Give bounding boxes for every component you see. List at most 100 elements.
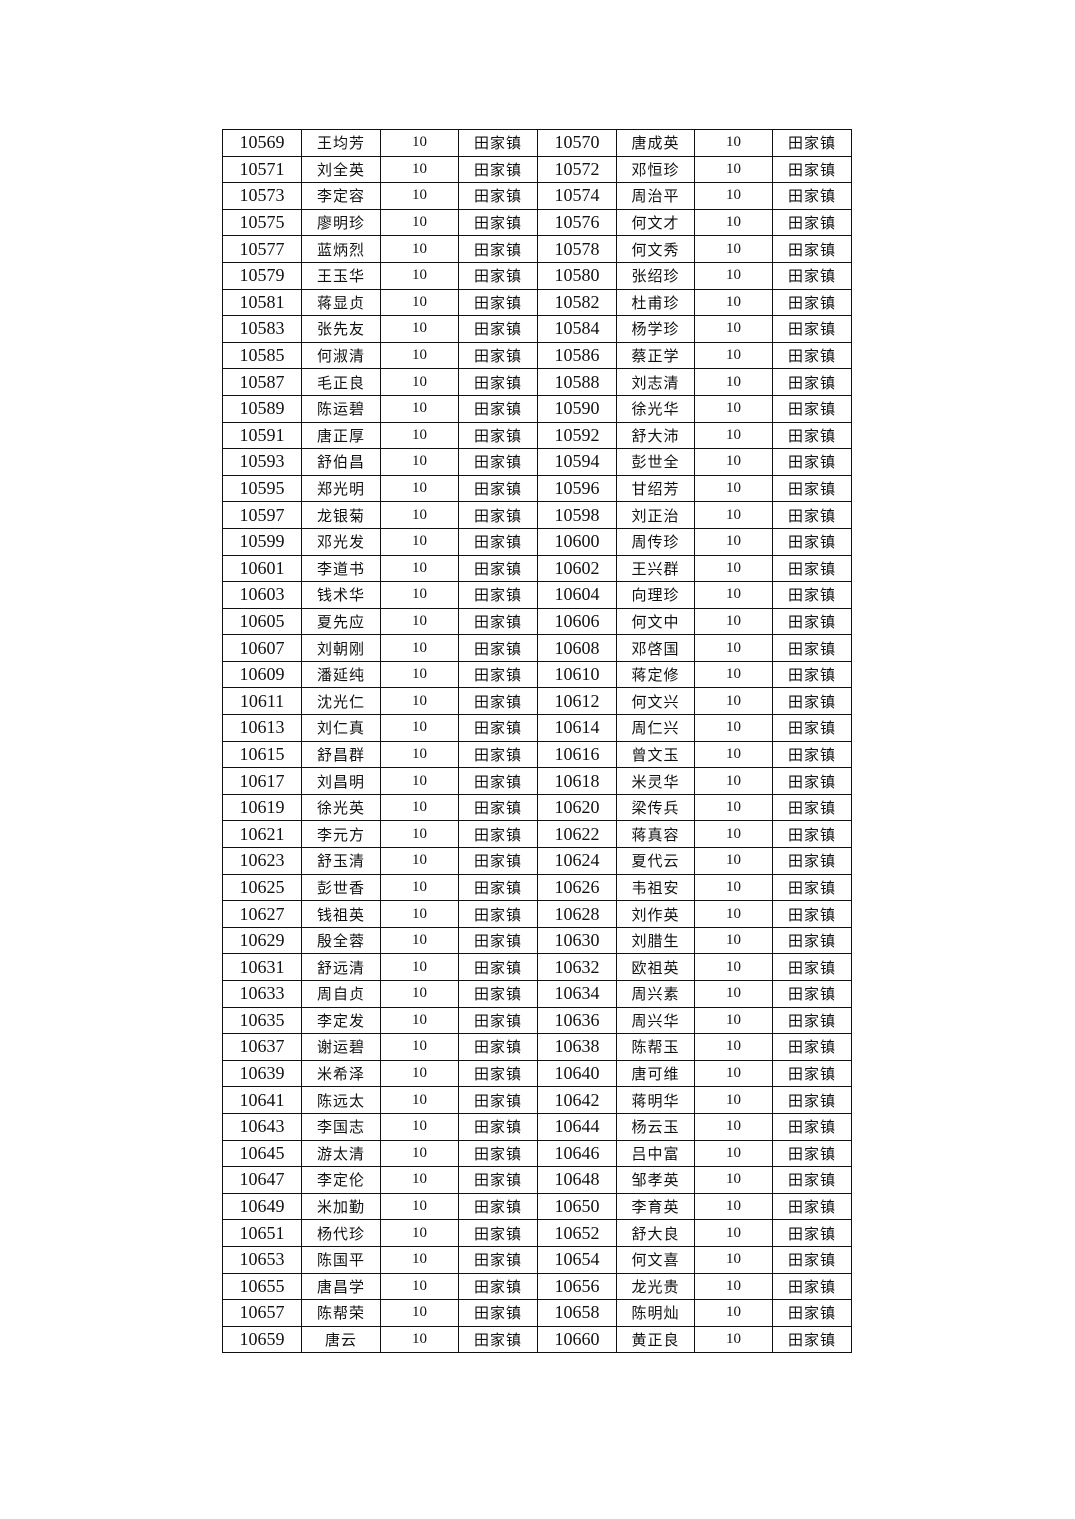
table-row: 10659 唐云 10 田家镇 10660 黄正良 10 田家镇 bbox=[222, 1325, 852, 1354]
amount-cell: 10 bbox=[694, 341, 773, 370]
amount-cell: 10 bbox=[380, 607, 459, 636]
person-name-cell: 毛正良 bbox=[301, 368, 381, 396]
amount-cell: 10 bbox=[380, 1219, 459, 1247]
record-id-cell: 10613 bbox=[222, 714, 302, 742]
table-row: 10593 舒伯昌 10 田家镇 10594 彭世全 10 田家镇 bbox=[222, 448, 852, 476]
record-id-cell: 10607 bbox=[222, 634, 302, 662]
person-name-cell: 邓恒珍 bbox=[616, 155, 695, 184]
amount-cell: 10 bbox=[380, 1086, 459, 1114]
town-name-cell: 田家镇 bbox=[772, 1166, 852, 1194]
amount-cell: 10 bbox=[694, 1325, 773, 1354]
amount-cell: 10 bbox=[380, 341, 459, 370]
town-name-cell: 田家镇 bbox=[458, 527, 538, 556]
town-name-cell: 田家镇 bbox=[458, 448, 538, 476]
table-row: 10613 刘仁真 10 田家镇 10614 周仁兴 10 田家镇 bbox=[222, 714, 852, 742]
record-id-cell: 10624 bbox=[537, 847, 617, 875]
town-name-cell: 田家镇 bbox=[772, 394, 852, 423]
table-row: 10623 舒玉清 10 田家镇 10624 夏代云 10 田家镇 bbox=[222, 847, 852, 875]
town-name-cell: 田家镇 bbox=[458, 687, 538, 716]
amount-cell: 10 bbox=[380, 368, 459, 396]
amount-cell: 10 bbox=[380, 1192, 459, 1221]
table-row: 10617 刘昌明 10 田家镇 10618 米灵华 10 田家镇 bbox=[222, 767, 852, 795]
town-name-cell: 田家镇 bbox=[772, 581, 852, 609]
amount-cell: 10 bbox=[380, 847, 459, 875]
person-name-cell: 郑光明 bbox=[301, 474, 381, 503]
amount-cell: 10 bbox=[380, 1112, 459, 1141]
table-row: 10605 夏先应 10 田家镇 10606 何文中 10 田家镇 bbox=[222, 607, 852, 636]
table-row: 10579 王玉华 10 田家镇 10580 张绍珍 10 田家镇 bbox=[222, 261, 852, 290]
person-name-cell: 米灵华 bbox=[616, 767, 695, 795]
town-name-cell: 田家镇 bbox=[772, 953, 852, 981]
person-name-cell: 龙银菊 bbox=[301, 501, 381, 529]
amount-cell: 10 bbox=[380, 660, 459, 689]
person-name-cell: 徐光英 bbox=[301, 793, 381, 822]
town-name-cell: 田家镇 bbox=[458, 182, 538, 210]
town-name-cell: 田家镇 bbox=[458, 900, 538, 928]
record-id-cell: 10657 bbox=[222, 1299, 302, 1327]
table-row: 10627 钱祖英 10 田家镇 10628 刘作英 10 田家镇 bbox=[222, 900, 852, 928]
table-row: 10571 刘全英 10 田家镇 10572 邓恒珍 10 田家镇 bbox=[222, 155, 852, 184]
person-name-cell: 何淑清 bbox=[301, 341, 381, 370]
record-id-cell: 10636 bbox=[537, 1006, 617, 1035]
record-id-cell: 10605 bbox=[222, 607, 302, 636]
amount-cell: 10 bbox=[694, 581, 773, 609]
town-name-cell: 田家镇 bbox=[458, 793, 538, 822]
person-name-cell: 刘作英 bbox=[616, 900, 695, 928]
amount-cell: 10 bbox=[380, 581, 459, 609]
record-id-cell: 10581 bbox=[222, 288, 302, 317]
town-name-cell: 田家镇 bbox=[458, 847, 538, 875]
town-name-cell: 田家镇 bbox=[772, 421, 852, 450]
amount-cell: 10 bbox=[694, 155, 773, 184]
person-name-cell: 米加勤 bbox=[301, 1192, 381, 1221]
person-name-cell: 王玉华 bbox=[301, 261, 381, 290]
record-id-cell: 10631 bbox=[222, 953, 302, 981]
table-row: 10573 李定容 10 田家镇 10574 周治平 10 田家镇 bbox=[222, 182, 852, 210]
amount-cell: 10 bbox=[694, 687, 773, 716]
amount-cell: 10 bbox=[380, 900, 459, 928]
town-name-cell: 田家镇 bbox=[772, 1139, 852, 1168]
table-row: 10641 陈远太 10 田家镇 10642 蒋明华 10 田家镇 bbox=[222, 1086, 852, 1114]
person-name-cell: 殷全蓉 bbox=[301, 926, 381, 955]
amount-cell: 10 bbox=[694, 793, 773, 822]
record-id-cell: 10646 bbox=[537, 1139, 617, 1168]
amount-cell: 10 bbox=[694, 394, 773, 423]
person-name-cell: 陈明灿 bbox=[616, 1299, 695, 1327]
town-name-cell: 田家镇 bbox=[772, 740, 852, 769]
town-name-cell: 田家镇 bbox=[458, 474, 538, 503]
person-name-cell: 李育英 bbox=[616, 1192, 695, 1221]
person-name-cell: 曾文玉 bbox=[616, 740, 695, 769]
town-name-cell: 田家镇 bbox=[772, 155, 852, 184]
town-name-cell: 田家镇 bbox=[458, 155, 538, 184]
record-id-cell: 10595 bbox=[222, 474, 302, 503]
amount-cell: 10 bbox=[694, 129, 773, 157]
amount-cell: 10 bbox=[694, 1192, 773, 1221]
town-name-cell: 田家镇 bbox=[458, 980, 538, 1008]
town-name-cell: 田家镇 bbox=[772, 607, 852, 636]
amount-cell: 10 bbox=[380, 235, 459, 263]
town-name-cell: 田家镇 bbox=[772, 1086, 852, 1114]
record-id-cell: 10586 bbox=[537, 341, 617, 370]
amount-cell: 10 bbox=[380, 740, 459, 769]
person-name-cell: 王兴群 bbox=[616, 554, 695, 583]
town-name-cell: 田家镇 bbox=[772, 926, 852, 955]
record-id-cell: 10601 bbox=[222, 554, 302, 583]
town-name-cell: 田家镇 bbox=[458, 235, 538, 263]
amount-cell: 10 bbox=[694, 980, 773, 1008]
record-id-cell: 10588 bbox=[537, 368, 617, 396]
record-id-cell: 10628 bbox=[537, 900, 617, 928]
record-id-cell: 10639 bbox=[222, 1059, 302, 1088]
table-row: 10615 舒昌群 10 田家镇 10616 曾文玉 10 田家镇 bbox=[222, 740, 852, 769]
person-name-cell: 杨代珍 bbox=[301, 1219, 381, 1247]
amount-cell: 10 bbox=[694, 315, 773, 343]
person-name-cell: 蔡正学 bbox=[616, 341, 695, 370]
amount-cell: 10 bbox=[694, 1112, 773, 1141]
record-id-cell: 10573 bbox=[222, 182, 302, 210]
person-name-cell: 陈帮荣 bbox=[301, 1299, 381, 1327]
record-id-cell: 10625 bbox=[222, 873, 302, 902]
amount-cell: 10 bbox=[694, 714, 773, 742]
person-name-cell: 杨云玉 bbox=[616, 1112, 695, 1141]
record-id-cell: 10574 bbox=[537, 182, 617, 210]
town-name-cell: 田家镇 bbox=[458, 261, 538, 290]
record-id-cell: 10614 bbox=[537, 714, 617, 742]
amount-cell: 10 bbox=[380, 953, 459, 981]
